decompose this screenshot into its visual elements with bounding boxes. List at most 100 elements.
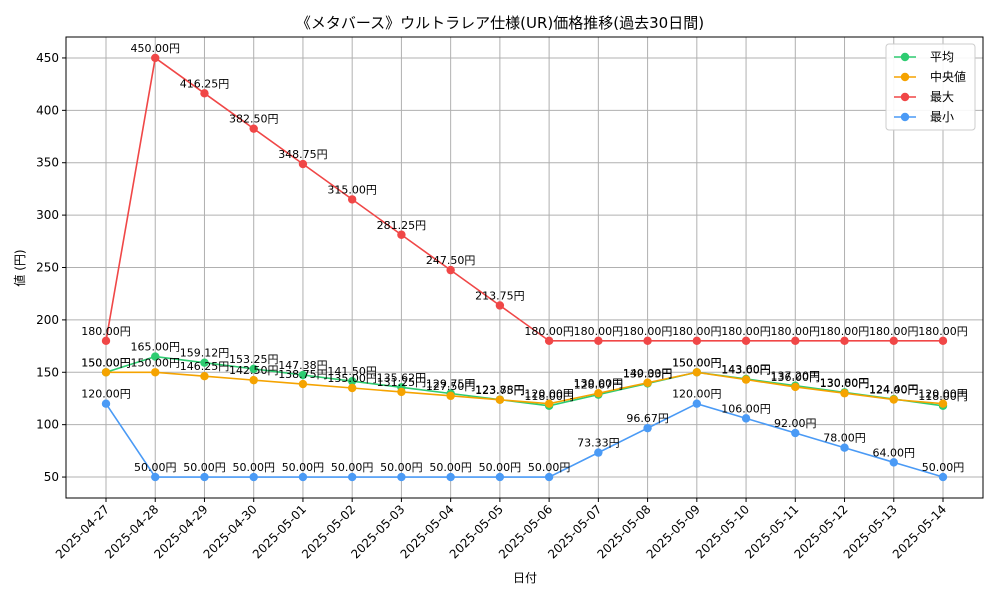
data-label: 382.50円 (229, 113, 279, 126)
data-point (791, 336, 800, 346)
data-label: 120.00円 (81, 388, 131, 401)
data-point (397, 472, 406, 482)
data-point (200, 372, 209, 381)
data-point (692, 336, 702, 346)
data-label: 50.00円 (922, 461, 965, 474)
data-point (151, 53, 160, 63)
legend-label: 最大 (930, 90, 954, 104)
data-label: 64.00円 (873, 446, 916, 459)
legend-swatch-marker (900, 112, 910, 122)
data-label: 141.50円 (327, 365, 377, 378)
data-point (151, 352, 160, 361)
legend-box (885, 43, 976, 131)
data-label: 78.00円 (823, 432, 866, 445)
data-label: 150.00円 (81, 356, 131, 369)
data-point (101, 336, 111, 346)
data-label: 180.00円 (869, 325, 919, 338)
data-point (544, 399, 554, 408)
data-point (347, 472, 357, 482)
data-point (495, 395, 505, 404)
data-point (446, 391, 455, 401)
data-label: 92.00円 (774, 417, 817, 430)
y-tick-label: 100 (36, 418, 59, 432)
data-label: 165.00円 (130, 341, 180, 354)
data-label: 153.25円 (229, 353, 279, 366)
data-point (347, 383, 357, 393)
data-label: 143.60円 (721, 363, 771, 376)
data-point (938, 399, 948, 408)
legend-item: 最大 (894, 90, 954, 104)
grid-lines (66, 37, 983, 498)
legend-label: 平均 (930, 50, 954, 64)
data-point (741, 414, 751, 423)
y-tick-label: 350 (36, 156, 59, 170)
data-point (594, 448, 603, 457)
data-label: 120.00円 (524, 388, 574, 401)
data-point (840, 443, 849, 452)
data-point (643, 423, 652, 433)
data-point (397, 230, 406, 239)
legend-swatch-marker (900, 52, 910, 62)
data-label: 50.00円 (232, 461, 275, 474)
data-label: 50.00円 (528, 461, 571, 474)
data-point (495, 472, 505, 482)
data-label: 50.00円 (380, 461, 423, 474)
data-label: 50.00円 (331, 461, 374, 474)
series-4 (101, 399, 948, 482)
data-label: 129.75円 (426, 377, 476, 390)
data-point (249, 472, 258, 482)
data-point (840, 389, 849, 398)
data-point (200, 472, 209, 482)
data-label: 123.88円 (475, 384, 525, 397)
data-label: 180.00円 (574, 325, 624, 338)
data-label: 150.00円 (672, 356, 722, 369)
data-label: 146.25円 (180, 360, 230, 373)
legend-swatch-marker (900, 92, 910, 102)
data-point (249, 124, 258, 133)
data-label: 50.00円 (134, 461, 177, 474)
data-point (249, 375, 258, 385)
data-label: 450.00円 (130, 42, 180, 55)
series-line (105, 402, 944, 478)
data-point (692, 368, 702, 377)
data-label: 150.00円 (130, 356, 180, 369)
data-point (446, 472, 455, 482)
data-label: 137.20円 (771, 370, 821, 383)
data-point (151, 368, 160, 377)
series-line (105, 355, 944, 407)
data-label: 180.00円 (820, 325, 870, 338)
legend-label: 最小 (930, 110, 954, 124)
data-point (643, 378, 652, 387)
data-point (741, 375, 751, 384)
y-tick-label: 300 (36, 208, 59, 222)
data-point (397, 387, 406, 397)
data-point (298, 159, 308, 169)
legend-item: 中央値 (894, 69, 966, 84)
data-label: 281.25円 (377, 219, 427, 232)
data-label: 150.00円 (672, 356, 722, 369)
data-label: 180.00円 (672, 325, 722, 338)
data-point (938, 472, 948, 482)
data-point (791, 428, 800, 438)
data-point (544, 472, 554, 482)
data-point (643, 336, 652, 346)
data-label: 130.00円 (820, 377, 870, 390)
data-label: 118.00円 (524, 390, 574, 403)
data-point (298, 472, 308, 482)
data-point (594, 389, 603, 398)
data-point (446, 265, 455, 275)
series-group (101, 53, 948, 482)
data-point (544, 336, 554, 346)
data-label: 150.00円 (81, 356, 131, 369)
data-label: 159.12円 (180, 347, 230, 360)
data-point (791, 382, 800, 392)
data-label: 120.00円 (918, 388, 968, 401)
data-point (495, 301, 505, 310)
data-label: 50.00円 (183, 461, 226, 474)
series-line (106, 371, 944, 405)
legend-item: 平均 (894, 50, 954, 64)
data-point (200, 89, 209, 98)
